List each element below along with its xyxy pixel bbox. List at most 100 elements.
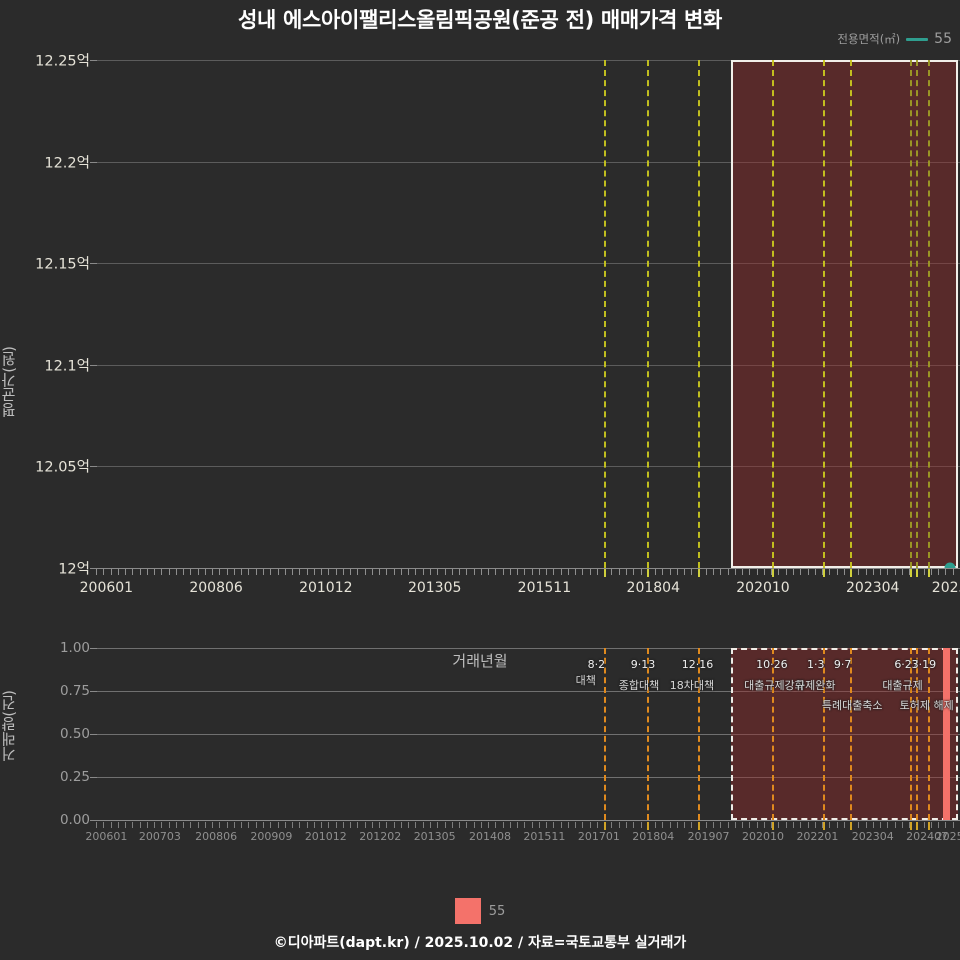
annotation-label: 대출규제 (882, 679, 923, 692)
volume-x-minor-tick (371, 822, 373, 828)
price-x-major-tick (910, 569, 913, 577)
volume-x-minor-tick (909, 822, 911, 828)
price-event-vline (697, 60, 700, 568)
price-x-minor-tick (793, 569, 794, 575)
volume-x-minor-tick (800, 822, 802, 828)
volume-x-minor-tick (415, 822, 417, 828)
annotation-label: 특례대출축소 (821, 699, 883, 712)
volume-x-minor-tick (488, 822, 490, 828)
volume-x-tickrow (96, 822, 960, 830)
annotation-label: 규제완화 (795, 679, 836, 692)
price-x-minor-tick (945, 569, 947, 575)
price-gridline (96, 161, 960, 163)
volume-x-minor-tick (952, 822, 954, 828)
price-x-tick-label: 202010 (736, 580, 790, 596)
price-event-vline (910, 60, 913, 568)
price-x-minor-tick (161, 569, 163, 575)
price-x-minor-tick (139, 569, 141, 575)
volume-x-minor-tick (538, 822, 540, 828)
volume-x-tick-label: 2025 (935, 830, 960, 843)
annotation-date: 1·3 (807, 658, 825, 671)
legend-top-label: 전용면적(㎡) (837, 32, 901, 46)
price-x-minor-tick (292, 569, 294, 575)
volume-x-minor-tick (299, 822, 301, 828)
price-y-tick (90, 364, 97, 366)
volume-x-minor-tick (459, 822, 461, 828)
volume-x-minor-tick (887, 822, 889, 828)
price-x-major-tick (927, 569, 930, 577)
volume-y-tick-label: 0.25 (59, 769, 90, 785)
volume-x-tick-label: 200806 (195, 830, 238, 843)
price-x-minor-tick (785, 569, 787, 575)
volume-x-minor-tick (350, 822, 352, 828)
volume-x-major-tick (823, 822, 826, 830)
volume-x-minor-tick (778, 822, 780, 828)
price-x-minor-tick (887, 569, 889, 575)
annotation-date: 9·13 (630, 658, 656, 671)
volume-x-tick-label: 200601 (85, 830, 128, 843)
price-x-minor-tick (284, 569, 286, 575)
annotation-date: 8·2 (587, 658, 606, 671)
price-x-minor-tick (763, 569, 765, 575)
price-x-major-tick (697, 569, 700, 577)
volume-y-tick-label: 0.00 (59, 812, 90, 828)
volume-x-minor-tick (618, 822, 620, 828)
price-x-major-tick (603, 569, 606, 577)
volume-x-tick-label: 201701 (577, 830, 620, 843)
price-x-axis-line (96, 568, 960, 569)
price-x-minor-tick (923, 569, 925, 575)
annotation-date: 9·7 (833, 658, 852, 671)
price-y-tick-label: 12.1억 (44, 358, 90, 375)
price-x-minor-tick (778, 569, 780, 575)
legend-top-value: 55 (934, 31, 952, 47)
price-x-minor-tick (96, 569, 97, 575)
legend-bottom: 55 (0, 898, 960, 924)
volume-gridline (96, 691, 960, 692)
volume-x-minor-tick (509, 822, 511, 828)
volume-x-minor-tick (901, 822, 903, 828)
price-x-minor-tick (154, 569, 156, 575)
price-x-minor-tick (204, 569, 206, 575)
volume-x-minor-tick (560, 822, 562, 828)
volume-x-minor-tick (321, 822, 323, 828)
price-gridline (96, 263, 960, 265)
price-x-minor-tick (894, 569, 896, 575)
volume-x-minor-tick (204, 822, 206, 828)
price-gridline (96, 466, 960, 468)
volume-x-minor-tick (161, 822, 163, 828)
price-x-tick-label: 201012 (299, 580, 353, 596)
volume-x-minor-tick (858, 822, 860, 828)
volume-x-minor-tick (669, 822, 671, 828)
price-x-minor-tick (633, 569, 635, 575)
price-x-minor-tick (531, 569, 533, 575)
price-x-minor-tick (262, 569, 264, 575)
price-x-minor-tick (103, 569, 105, 575)
price-x-axis-title: 거래년월 (452, 652, 508, 670)
volume-y-tick (90, 691, 97, 692)
price-event-vline (849, 60, 852, 568)
volume-x-minor-tick (284, 822, 286, 828)
volume-y-tick (90, 648, 97, 649)
volume-x-minor-tick (175, 822, 177, 828)
volume-x-minor-tick (872, 822, 874, 828)
volume-x-minor-tick (110, 822, 112, 828)
price-x-minor-tick (335, 569, 337, 575)
volume-gridline (96, 648, 960, 649)
volume-event-vline (646, 648, 649, 820)
volume-x-minor-tick (705, 822, 707, 828)
volume-x-tick-label: 200909 (250, 830, 293, 843)
price-x-minor-tick (655, 569, 657, 575)
volume-plot-area (96, 648, 960, 820)
price-x-minor-tick (909, 569, 911, 575)
price-x-minor-tick (669, 569, 671, 575)
price-y-tick-label: 12억 (58, 561, 90, 578)
annotation-label: 대책 (575, 674, 596, 687)
volume-x-minor-tick (393, 822, 395, 828)
volume-y-tick-label: 1.00 (59, 640, 90, 656)
volume-x-minor-tick (212, 822, 214, 828)
volume-x-minor-tick (734, 822, 736, 828)
price-x-tick-label: 202304 (846, 580, 900, 596)
price-x-minor-tick (146, 569, 148, 575)
volume-y-axis-title: 거래량(건) (0, 690, 18, 762)
price-y-tick-label: 12.15억 (35, 256, 90, 273)
